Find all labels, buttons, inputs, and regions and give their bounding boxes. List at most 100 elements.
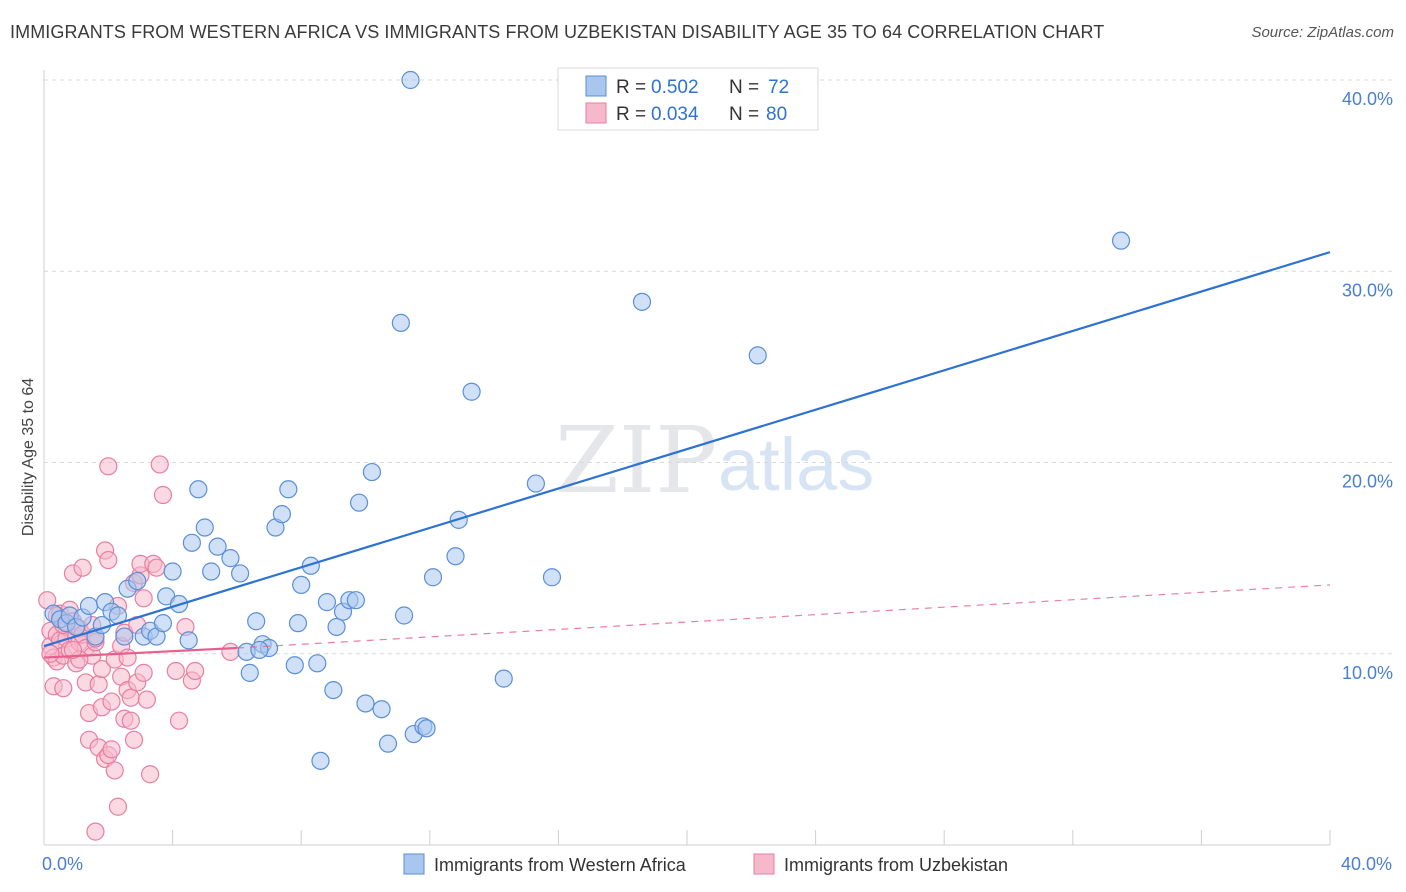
blue-point-70 xyxy=(349,493,369,512)
blue-point-60 xyxy=(446,547,465,566)
y-tick-labels: 10.0% 20.0% 30.0% 40.0% xyxy=(1342,89,1393,683)
blue-point-39 xyxy=(288,614,308,633)
blue-point-67 xyxy=(748,346,767,365)
x-tick-marks xyxy=(43,830,1331,845)
pink-point-58 xyxy=(134,589,153,608)
pink-point-52 xyxy=(124,730,144,749)
blue-point-63 xyxy=(494,669,513,688)
blue-point-18 xyxy=(153,614,173,633)
trend-lines xyxy=(43,251,1331,659)
pink-point-70 xyxy=(186,661,205,681)
pink-point-63 xyxy=(147,558,166,577)
legend-bottom-swatch-pink xyxy=(753,853,775,875)
legend-r-value-1: 0.034 xyxy=(651,104,699,125)
watermark-zip: ZIP xyxy=(555,407,717,514)
pink-point-74 xyxy=(63,640,83,660)
blue-point-29 xyxy=(231,564,250,583)
blue-point-54 xyxy=(391,313,410,332)
trend-line-uzbekistan-extension xyxy=(236,584,1331,649)
legend-swatch-blue xyxy=(585,75,607,97)
blue-point-46 xyxy=(327,617,346,637)
pink-point-60 xyxy=(137,690,156,709)
pink-point-73 xyxy=(99,457,118,476)
legend-stats: R = 0.502 N = 72 R = 0.034 N = 80 xyxy=(557,67,819,131)
x-tick-labels: 0.0% 40.0% xyxy=(42,854,1392,874)
blue-point-65 xyxy=(542,568,562,587)
trend-line-western-africa xyxy=(43,251,1331,648)
blue-point-6 xyxy=(79,596,99,616)
legend-series: Immigrants from Western Africa Immigrant… xyxy=(403,853,1008,875)
blue-point-71 xyxy=(250,640,269,660)
y-tick-label-2: 30.0% xyxy=(1342,280,1393,300)
y-axis-label: Disability Age 35 to 64 xyxy=(20,378,37,536)
blue-point-59 xyxy=(423,568,443,587)
pink-point-39 xyxy=(102,740,121,759)
legend-bottom-swatch-blue xyxy=(403,853,425,875)
pink-point-37 xyxy=(99,550,118,570)
pink-point-31 xyxy=(89,675,108,694)
blue-point-37 xyxy=(279,480,298,499)
pink-point-76 xyxy=(221,642,240,661)
x-tick-label-max: 40.0% xyxy=(1341,854,1392,874)
blue-point-45 xyxy=(324,680,343,700)
blue-point-24 xyxy=(189,480,208,499)
blue-point-62 xyxy=(462,382,481,401)
blue-point-32 xyxy=(247,612,266,631)
pink-point-64 xyxy=(150,455,169,474)
x-tick-label-min: 0.0% xyxy=(42,854,83,874)
pink-point-61 xyxy=(140,765,160,784)
blue-point-44 xyxy=(317,593,337,612)
blue-point-52 xyxy=(372,700,391,719)
blue-point-43 xyxy=(311,751,330,770)
legend-series-name-0: Immigrants from Western Africa xyxy=(434,855,687,875)
blue-point-22 xyxy=(179,631,198,650)
legend-n-value-1: 80 xyxy=(766,104,787,125)
legend-n-label-0: N = xyxy=(729,77,759,98)
pink-point-21 xyxy=(73,558,92,577)
blue-point-68 xyxy=(1111,231,1131,250)
pink-point-50 xyxy=(121,688,140,707)
legend-series-name-1: Immigrants from Uzbekistan xyxy=(784,855,1008,875)
y-tick-label-3: 40.0% xyxy=(1342,89,1393,109)
blue-point-53 xyxy=(378,734,398,753)
blue-point-27 xyxy=(208,537,227,556)
series-uzbekistan-points xyxy=(38,455,240,841)
blue-point-36 xyxy=(272,505,292,524)
blue-point-66 xyxy=(632,292,652,311)
pink-point-51 xyxy=(121,711,140,730)
pink-point-41 xyxy=(105,761,124,780)
chart-title: IMMIGRANTS FROM WESTERN AFRICA VS IMMIGR… xyxy=(10,22,1105,42)
legend-r-value-0: 0.502 xyxy=(651,77,699,98)
pink-point-43 xyxy=(108,797,128,816)
pink-point-33 xyxy=(92,659,111,679)
pink-point-48 xyxy=(118,648,137,667)
blue-point-26 xyxy=(202,562,221,581)
legend-r-label-1: R = xyxy=(616,104,646,125)
pink-point-59 xyxy=(134,663,153,682)
pink-point-66 xyxy=(166,661,185,681)
pink-point-40 xyxy=(102,692,121,711)
blue-point-28 xyxy=(221,549,240,568)
pink-point-67 xyxy=(169,711,189,730)
blue-point-50 xyxy=(356,694,375,713)
blue-point-23 xyxy=(182,533,201,552)
blue-point-25 xyxy=(195,518,214,537)
pink-point-65 xyxy=(153,485,173,505)
trend-line-uzbekistan xyxy=(43,646,237,659)
blue-point-31 xyxy=(240,663,259,682)
blue-point-12 xyxy=(115,627,134,646)
blue-point-41 xyxy=(301,556,320,575)
blue-point-58 xyxy=(417,719,436,738)
watermark-atlas: atlas xyxy=(718,423,874,506)
blue-point-38 xyxy=(285,656,304,675)
blue-point-42 xyxy=(308,654,327,673)
zipatlas-watermark: ZIP atlas xyxy=(555,407,874,514)
y-tick-label-0: 10.0% xyxy=(1342,663,1393,683)
y-tick-label-1: 20.0% xyxy=(1342,472,1393,492)
legend-n-label-1: N = xyxy=(729,104,759,125)
blue-point-56 xyxy=(394,606,414,625)
pink-point-30 xyxy=(86,822,105,841)
legend-swatch-pink xyxy=(585,102,607,124)
legend-r-label-0: R = xyxy=(616,77,646,98)
